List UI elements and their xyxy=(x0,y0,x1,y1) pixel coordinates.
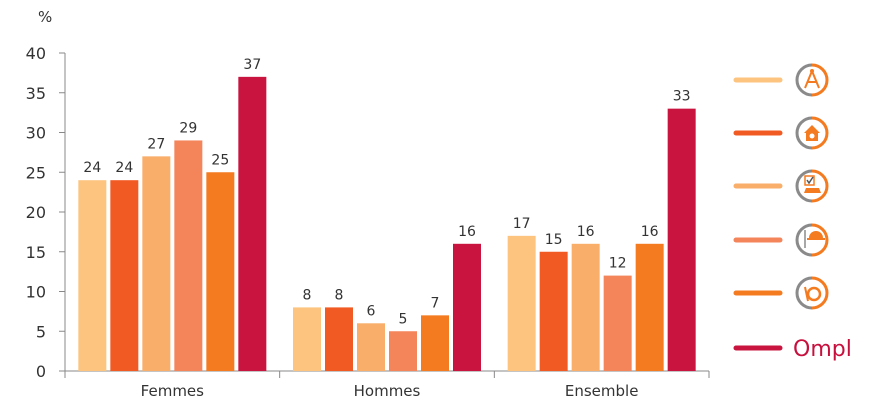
legend: Ompl xyxy=(733,63,852,362)
bar-value-label: 8 xyxy=(303,287,312,303)
category-label: Ensemble xyxy=(565,382,639,399)
bar xyxy=(174,140,203,371)
bar-value-label: 5 xyxy=(399,311,408,327)
bar-value-label: 37 xyxy=(243,57,261,73)
bar xyxy=(635,243,664,371)
bar xyxy=(667,108,696,372)
y-tick-label: 20 xyxy=(26,203,46,222)
bar xyxy=(110,180,139,371)
bar-value-label: 24 xyxy=(115,160,133,176)
bar-value-label: 6 xyxy=(367,303,376,319)
legend-item xyxy=(733,169,829,203)
worker-helmet-icon xyxy=(795,223,829,257)
y-tick-label: 5 xyxy=(36,322,46,341)
bar xyxy=(603,275,632,371)
legend-item xyxy=(733,276,829,310)
legend-item: Ompl xyxy=(733,337,852,362)
bar xyxy=(238,76,267,371)
bar xyxy=(421,315,449,371)
house-icon xyxy=(795,116,829,150)
bar xyxy=(206,172,235,371)
y-tick-label: 25 xyxy=(26,163,46,182)
bar xyxy=(325,307,353,371)
bar xyxy=(389,331,417,371)
y-tick-label: 40 xyxy=(26,44,46,63)
category-label: Hommes xyxy=(354,382,421,399)
architecture-icon xyxy=(795,63,829,97)
bar xyxy=(78,180,107,371)
category-label: Femmes xyxy=(141,382,204,399)
bar xyxy=(357,323,385,371)
bar-value-label: 16 xyxy=(641,224,659,240)
hand-coin-icon xyxy=(795,276,829,310)
y-tick-label: 35 xyxy=(26,84,46,103)
y-tick-label: 10 xyxy=(26,283,46,302)
bar-value-label: 8 xyxy=(335,287,344,303)
bar-value-label: 12 xyxy=(609,256,627,272)
bar xyxy=(571,243,600,371)
bar-value-label: 33 xyxy=(673,89,691,105)
bar xyxy=(539,251,568,371)
vehicle-check-icon xyxy=(795,169,829,203)
bar-value-label: 16 xyxy=(458,224,476,240)
bar xyxy=(293,307,321,371)
y-axis-unit-label: % xyxy=(38,8,52,26)
bar-value-label: 24 xyxy=(83,160,101,176)
bar xyxy=(453,243,481,371)
bar-value-label: 25 xyxy=(211,152,229,168)
legend-item xyxy=(733,116,829,150)
bar-value-label: 29 xyxy=(179,120,197,136)
bar-value-label: 16 xyxy=(577,224,595,240)
data-labels: 24 24 27 29 25 37 8 8 6 5 7 16 17 15 16 12 16 33 xyxy=(83,57,690,327)
y-tick-label: 0 xyxy=(36,362,46,381)
legend-item xyxy=(733,63,829,97)
legend-item xyxy=(733,223,829,257)
bars xyxy=(78,76,696,372)
bar xyxy=(507,235,536,371)
ompl-logo: Ompl xyxy=(793,337,852,362)
bar-value-label: 27 xyxy=(147,136,165,152)
y-tick-label: 15 xyxy=(26,243,46,262)
axes: 0 5 10 15 20 25 30 35 40% Femmes Hommes Ensemble xyxy=(26,8,710,399)
y-tick-label: 30 xyxy=(26,124,46,143)
bar xyxy=(142,156,171,371)
bar-value-label: 17 xyxy=(513,216,531,232)
bar-value-label: 15 xyxy=(545,232,563,248)
bar-value-label: 7 xyxy=(431,295,440,311)
